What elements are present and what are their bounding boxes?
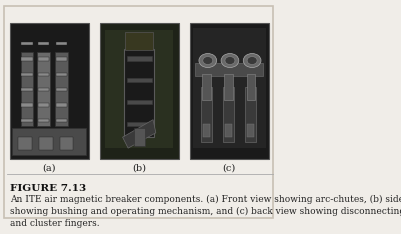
Bar bbox=[203, 124, 210, 137]
Circle shape bbox=[203, 57, 213, 65]
Circle shape bbox=[199, 54, 217, 68]
Text: (b): (b) bbox=[132, 163, 146, 172]
Bar bbox=[247, 124, 254, 137]
Bar bbox=[127, 56, 152, 61]
Bar bbox=[56, 119, 67, 122]
Bar bbox=[37, 51, 50, 126]
Bar bbox=[55, 51, 68, 126]
Bar bbox=[56, 88, 67, 91]
Bar bbox=[56, 57, 67, 61]
Bar bbox=[38, 42, 49, 45]
Bar bbox=[18, 137, 32, 150]
Bar bbox=[39, 137, 53, 150]
Bar bbox=[192, 28, 266, 148]
Bar bbox=[127, 122, 152, 126]
Circle shape bbox=[221, 54, 239, 68]
Bar bbox=[126, 32, 153, 50]
Bar bbox=[12, 128, 86, 155]
Text: (c): (c) bbox=[223, 163, 236, 172]
Polygon shape bbox=[123, 120, 156, 148]
Bar bbox=[38, 57, 49, 61]
Bar bbox=[56, 73, 67, 76]
Bar bbox=[38, 119, 49, 122]
Circle shape bbox=[225, 57, 235, 65]
Text: An ITE air magnetic breaker components. (a) Front view showing arc-chutes, (b) s: An ITE air magnetic breaker components. … bbox=[10, 195, 401, 228]
Circle shape bbox=[243, 54, 261, 68]
Bar bbox=[56, 42, 67, 45]
Text: (a): (a) bbox=[43, 163, 56, 172]
Bar bbox=[223, 87, 234, 142]
Bar bbox=[21, 42, 33, 45]
Bar bbox=[225, 124, 232, 137]
Bar bbox=[245, 87, 256, 142]
Bar bbox=[105, 30, 173, 148]
Bar bbox=[127, 100, 152, 104]
Bar bbox=[127, 78, 152, 82]
Bar bbox=[21, 119, 33, 122]
Bar bbox=[247, 74, 255, 100]
Bar bbox=[21, 57, 33, 61]
Bar bbox=[10, 23, 89, 159]
Circle shape bbox=[247, 57, 257, 65]
Bar bbox=[38, 88, 49, 91]
Bar bbox=[201, 87, 212, 142]
Bar bbox=[38, 73, 49, 76]
Bar bbox=[38, 103, 49, 106]
Bar bbox=[21, 73, 33, 76]
Bar bbox=[190, 23, 269, 159]
Bar bbox=[134, 128, 145, 146]
Text: FIGURE 7.13: FIGURE 7.13 bbox=[10, 184, 86, 193]
Bar bbox=[21, 103, 33, 106]
Bar bbox=[195, 63, 263, 76]
Bar bbox=[56, 103, 67, 106]
Bar bbox=[100, 23, 179, 159]
FancyBboxPatch shape bbox=[4, 6, 273, 218]
Bar bbox=[21, 51, 33, 126]
Bar bbox=[202, 74, 211, 100]
Bar bbox=[225, 74, 233, 100]
Bar bbox=[60, 137, 73, 150]
Bar bbox=[124, 49, 154, 137]
Bar bbox=[21, 88, 33, 91]
